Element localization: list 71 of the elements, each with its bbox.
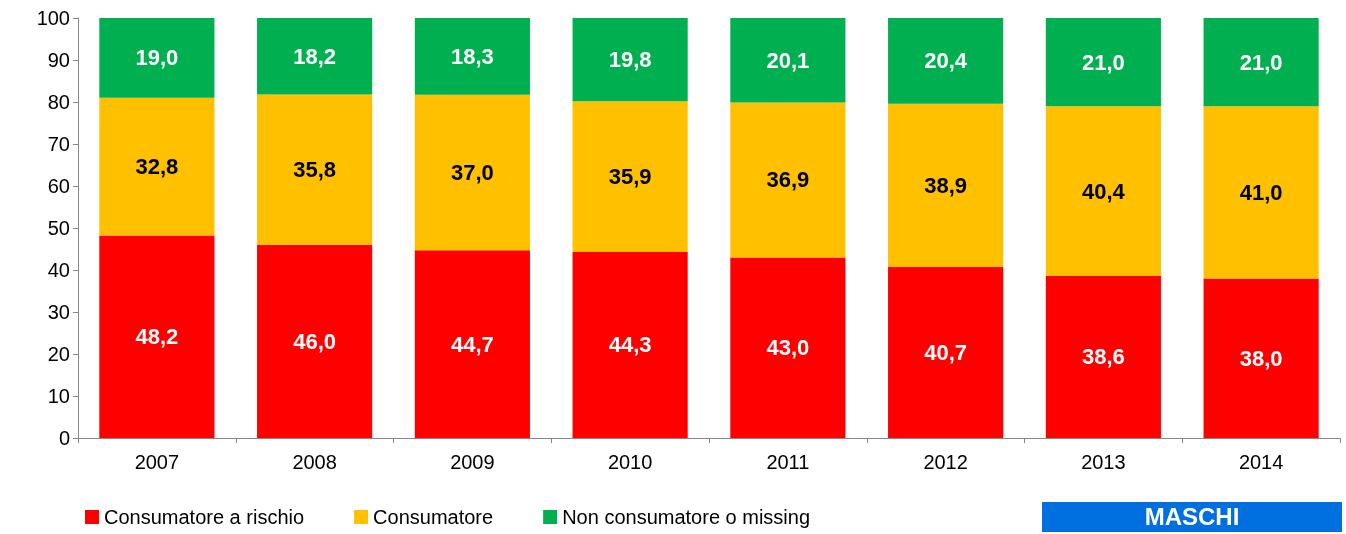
y-tick-label: 30 <box>47 301 70 323</box>
bar <box>414 250 530 438</box>
data-label: 36,9 <box>766 167 810 193</box>
bar <box>99 18 215 98</box>
y-tick-label: 90 <box>47 49 70 71</box>
data-label: 32,8 <box>135 154 179 180</box>
data-label: 18,3 <box>450 43 494 69</box>
data-label: 38,0 <box>1239 345 1283 371</box>
x-tick-label: 2011 <box>766 451 810 473</box>
y-tick-label: 80 <box>47 91 70 113</box>
data-label: 19,0 <box>135 45 179 71</box>
bar <box>1203 18 1319 107</box>
bar <box>888 103 1004 268</box>
data-label: 35,8 <box>293 157 337 183</box>
y-tick-label: 100 <box>36 7 70 29</box>
bar <box>1045 18 1161 107</box>
x-tick-label: 2010 <box>607 451 653 473</box>
bar <box>572 101 688 252</box>
y-tick-label: 10 <box>47 385 70 407</box>
legend-label: Non consumatore o missing <box>562 506 811 528</box>
y-tick-label: 60 <box>47 175 70 197</box>
legend-label: Consumatore a rischio <box>104 506 305 528</box>
data-label: 46,0 <box>293 328 337 354</box>
x-tick-label: 2008 <box>292 451 337 473</box>
x-tick-label: 2013 <box>1081 451 1126 473</box>
bar <box>1203 278 1319 438</box>
bar <box>99 97 215 236</box>
data-label: 35,9 <box>608 164 652 190</box>
x-tick-label: 2007 <box>134 451 180 473</box>
data-label: 41,0 <box>1239 179 1283 205</box>
y-tick-label: 70 <box>47 133 70 155</box>
data-label: 40,7 <box>924 340 968 366</box>
bar <box>730 18 846 103</box>
y-tick-label: 50 <box>47 217 70 239</box>
bar <box>257 244 373 438</box>
data-label: 20,1 <box>766 47 810 73</box>
bar <box>572 18 688 102</box>
bar <box>99 235 215 438</box>
legend-label: Consumatore <box>373 506 494 528</box>
y-tick-label: 20 <box>47 343 70 365</box>
x-tick-label: 2009 <box>450 451 495 473</box>
bar <box>414 18 530 95</box>
data-label: 21,0 <box>1239 49 1283 75</box>
data-label: 44,3 <box>608 332 652 358</box>
bar <box>1045 106 1161 276</box>
data-label: 18,2 <box>293 43 337 69</box>
bar <box>257 94 373 245</box>
data-label: 44,7 <box>450 331 494 357</box>
bar <box>730 102 846 258</box>
data-label: 48,2 <box>135 324 179 350</box>
bar <box>888 18 1004 104</box>
data-label: 43,0 <box>766 335 810 361</box>
data-label: 37,0 <box>450 160 494 186</box>
data-label: 38,9 <box>924 172 968 198</box>
bar <box>888 267 1004 438</box>
data-label: 20,4 <box>924 48 968 74</box>
x-tick-label: 2012 <box>923 451 968 473</box>
bar <box>572 251 688 438</box>
bar <box>1045 275 1161 438</box>
bar <box>730 257 846 438</box>
data-label: 38,6 <box>1081 344 1125 370</box>
data-label: 40,4 <box>1081 178 1126 204</box>
x-tick-label: 2014 <box>1238 451 1284 473</box>
bar <box>414 94 530 251</box>
y-tick-label: 40 <box>47 259 70 281</box>
data-label: 19,8 <box>608 47 652 73</box>
bar <box>257 18 373 95</box>
bar <box>1203 106 1319 279</box>
text: MASCHI <box>1042 502 1342 532</box>
y-tick-label: 0 <box>58 427 70 449</box>
data-label: 21,0 <box>1081 49 1125 75</box>
